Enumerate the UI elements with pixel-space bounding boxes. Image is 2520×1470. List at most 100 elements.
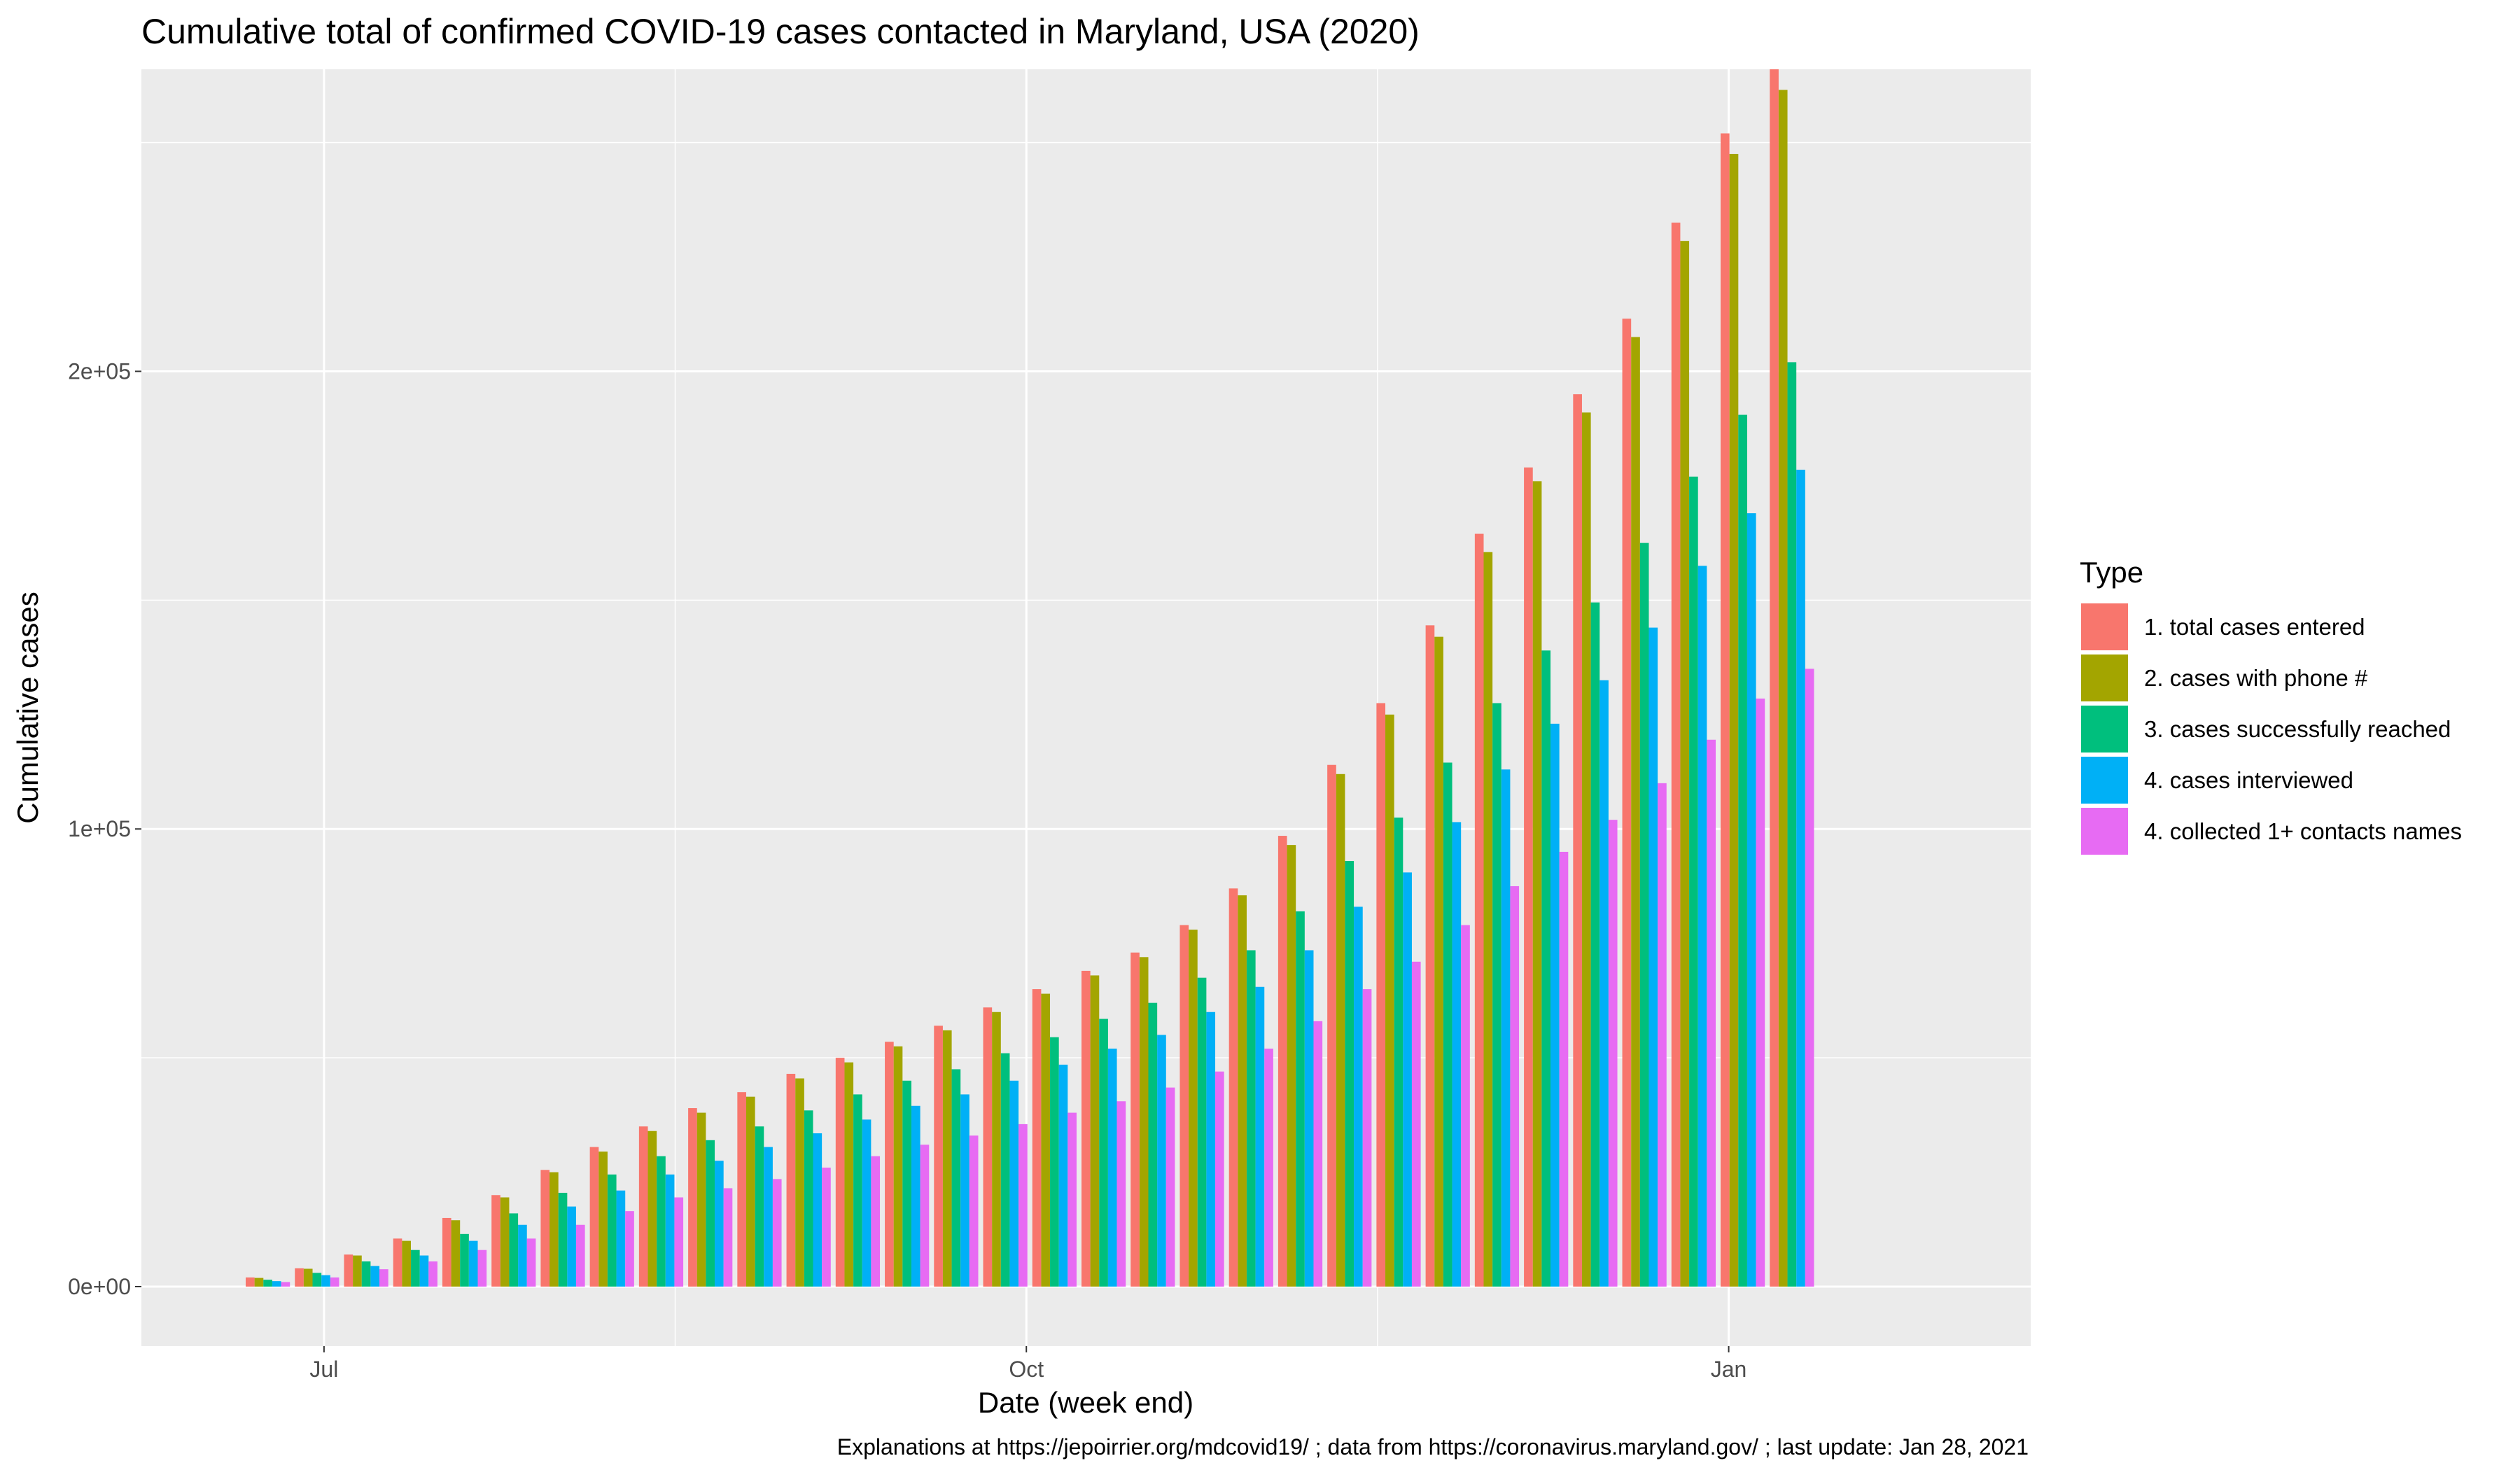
bar-series-3 [361, 1261, 371, 1287]
bar-series-1 [589, 1147, 599, 1287]
bar-series-2 [1090, 975, 1100, 1287]
bar-series-3 [410, 1250, 420, 1287]
legend-swatch-4 [2080, 755, 2129, 805]
bar-series-3 [1541, 650, 1551, 1287]
bar-series-5 [477, 1250, 487, 1287]
legend: Type 1. total cases entered 2. cases with… [2080, 556, 2462, 856]
bar-series-3 [1590, 602, 1600, 1287]
bar-series-1 [885, 1042, 894, 1287]
bar-series-4 [321, 1275, 330, 1287]
bar-series-2 [696, 1112, 706, 1287]
y-tick-label: 0e+00 [68, 1274, 131, 1299]
bar-series-5 [1313, 1021, 1323, 1287]
bar-series-5 [920, 1144, 930, 1287]
bar-series-4 [468, 1240, 478, 1287]
y-axis-title: Cumulative cases [11, 592, 44, 823]
bar-series-4 [715, 1161, 724, 1287]
bar-series-5 [1166, 1087, 1175, 1287]
bar-series-2 [353, 1255, 362, 1287]
bar-series-3 [460, 1233, 469, 1287]
bar-series-1 [442, 1217, 451, 1287]
bar-series-3 [1738, 414, 1747, 1287]
y-axis: 0e+00 1e+05 2e+05 [68, 358, 141, 1299]
bar-series-5 [428, 1261, 438, 1287]
x-tick-label: Oct [1009, 1357, 1044, 1382]
bar-series-5 [674, 1197, 684, 1287]
bar-series-1 [1474, 533, 1484, 1287]
bar-series-5 [1805, 668, 1814, 1287]
bar-series-5 [1608, 820, 1618, 1287]
bar-series-1 [1228, 888, 1238, 1287]
bar-series-5 [1756, 698, 1765, 1287]
bar-series-5 [1658, 783, 1667, 1287]
bar-series-1 [835, 1058, 845, 1287]
bar-series-3 [1639, 542, 1649, 1287]
bar-series-4 [1550, 723, 1560, 1287]
bar-series-5 [723, 1188, 733, 1287]
bar-series-2 [550, 1172, 559, 1287]
x-tick-label: Jan [1711, 1357, 1747, 1382]
bar-series-3 [755, 1126, 764, 1287]
bar-series-5 [330, 1277, 340, 1287]
bar-series-4 [272, 1281, 281, 1287]
y-tick-label: 2e+05 [68, 358, 131, 384]
bar-series-1 [934, 1026, 943, 1287]
bar-series-2 [451, 1220, 461, 1287]
x-axis: Jul Oct Jan [309, 1346, 1746, 1382]
y-tick-label: 1e+05 [68, 816, 131, 841]
bar-series-2 [1729, 153, 1739, 1287]
bar-series-5 [1411, 961, 1421, 1287]
chart-title: Cumulative total of confirmed COVID-19 c… [141, 12, 1420, 51]
bar-series-3 [853, 1094, 862, 1287]
bar-series-4 [960, 1094, 969, 1287]
bar-series-4 [419, 1255, 429, 1287]
bar-series-5 [281, 1282, 290, 1287]
bar-series-4 [1403, 872, 1412, 1287]
bar-series-1 [1524, 467, 1533, 1287]
legend-label-5: 4. collected 1+ contacts names [2144, 818, 2462, 844]
bar-series-2 [844, 1062, 854, 1287]
bar-series-4 [567, 1206, 576, 1287]
bar-series-1 [344, 1254, 354, 1287]
bar-series-1 [1425, 625, 1435, 1287]
bar-series-5 [1068, 1112, 1077, 1287]
legend-label-2: 2. cases with phone # [2144, 665, 2368, 691]
bar-series-1 [295, 1268, 304, 1287]
legend-swatch-2 [2080, 653, 2129, 703]
minor-gridlines [141, 69, 2031, 1346]
bar-series-3 [1000, 1053, 1010, 1287]
x-axis-title: Date (week end) [978, 1386, 1194, 1419]
bar-series-3 [1148, 1002, 1158, 1287]
legend-title: Type [2080, 556, 2143, 589]
bar-series-3 [1394, 817, 1404, 1287]
bar-series-2 [1385, 714, 1394, 1287]
bar-series-4 [1648, 627, 1658, 1287]
bar-series-2 [1483, 552, 1493, 1287]
bar-series-4 [1206, 1011, 1216, 1287]
bar-series-3 [1443, 762, 1452, 1287]
bar-series-2 [1434, 636, 1443, 1287]
bar-series-2 [1631, 337, 1640, 1287]
bar-series-3 [706, 1140, 715, 1287]
bar-series-4 [911, 1105, 920, 1287]
bar-series-4 [1600, 680, 1609, 1287]
bar-series-5 [969, 1135, 979, 1287]
bar-series-4 [1354, 906, 1363, 1287]
bar-series-1 [1278, 836, 1287, 1287]
bar-series-4 [1746, 513, 1756, 1287]
bar-series-4 [1255, 986, 1265, 1287]
legend-swatch-1 [2080, 602, 2129, 652]
bar-series-1 [1770, 69, 1779, 1287]
legend-label-1: 1. total cases entered [2144, 614, 2365, 640]
bar-series-2 [1680, 241, 1690, 1287]
bar-series-5 [526, 1238, 536, 1287]
bar-series-5 [1215, 1071, 1224, 1287]
bar-series-1 [1376, 703, 1386, 1287]
legend-label-3: 3. cases successfully reached [2144, 716, 2451, 742]
bar-series-2 [1139, 957, 1149, 1287]
bar-series-2 [1778, 90, 1788, 1287]
bar-series-2 [500, 1197, 510, 1287]
bar-series-5 [772, 1179, 782, 1287]
x-tick-label: Jul [309, 1357, 338, 1382]
bar-series-4 [764, 1147, 773, 1287]
